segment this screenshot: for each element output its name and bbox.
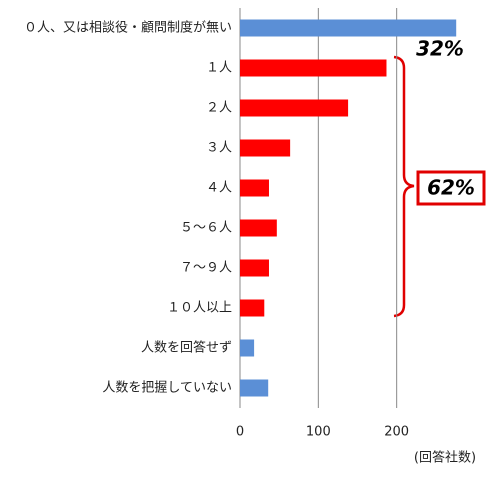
bar bbox=[240, 59, 387, 77]
y-tick-label: 人数を把握していない bbox=[102, 381, 232, 396]
bar bbox=[240, 179, 269, 197]
y-tick-label: ７～９人 bbox=[180, 261, 232, 276]
y-tick-label: ３人 bbox=[206, 141, 232, 156]
y-tick-label: 人数を回答せず bbox=[141, 340, 232, 356]
y-tick-label: ４人 bbox=[206, 181, 232, 196]
y-tick-label: １０人以上 bbox=[167, 301, 232, 316]
x-tick-label: 200 bbox=[384, 425, 409, 440]
bar bbox=[240, 299, 265, 317]
x-tick-label: 100 bbox=[306, 425, 331, 440]
annotation: 32% bbox=[416, 37, 464, 61]
bracket bbox=[393, 55, 415, 318]
bar bbox=[240, 219, 277, 237]
annotation: 62% bbox=[427, 176, 475, 200]
axis-unit-label: (回答社数) bbox=[414, 450, 476, 466]
y-tick-label: ０人、又は相談役・顧問制度が無い bbox=[24, 20, 232, 36]
bar bbox=[240, 259, 269, 277]
bar bbox=[240, 379, 269, 397]
annotation-box bbox=[416, 170, 486, 206]
y-tick-label: １人 bbox=[206, 61, 232, 76]
y-tick-label: ２人 bbox=[206, 101, 232, 116]
y-tick-label: ５～６人 bbox=[180, 221, 232, 236]
x-tick-label: 0 bbox=[236, 425, 244, 440]
bar bbox=[240, 19, 457, 37]
bar bbox=[240, 139, 291, 157]
bar bbox=[240, 339, 255, 357]
bar bbox=[240, 99, 349, 117]
